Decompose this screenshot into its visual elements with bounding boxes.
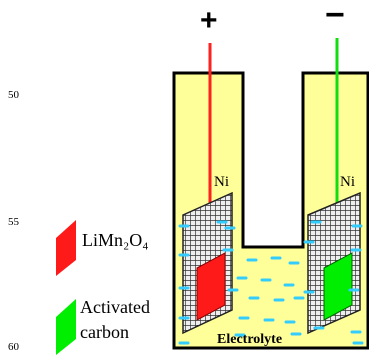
legend-activated-label: Activated [80, 297, 150, 317]
electrolyte-label: Electrolyte [217, 332, 283, 347]
positive-terminal-sign: + [200, 4, 218, 37]
activated-carbon-electrode [323, 252, 353, 321]
legend-limn2o4-swatch [56, 220, 76, 276]
line-number-55: 55 [8, 216, 19, 228]
ni-label-left: Ni [214, 174, 229, 190]
line-number-50: 50 [8, 89, 19, 101]
legend-limn2o4-label: LiMn₂O₄ [82, 230, 149, 250]
legend-activated-carbon-swatch [56, 299, 76, 355]
electrolyte-ions [178, 220, 364, 345]
legend-carbon-label: carbon [80, 322, 129, 342]
negative-terminal-sign: − [325, 0, 345, 34]
line-number-60: 60 [8, 341, 19, 353]
ni-label-right: Ni [340, 174, 355, 190]
limn2o4-electrode [196, 252, 226, 321]
